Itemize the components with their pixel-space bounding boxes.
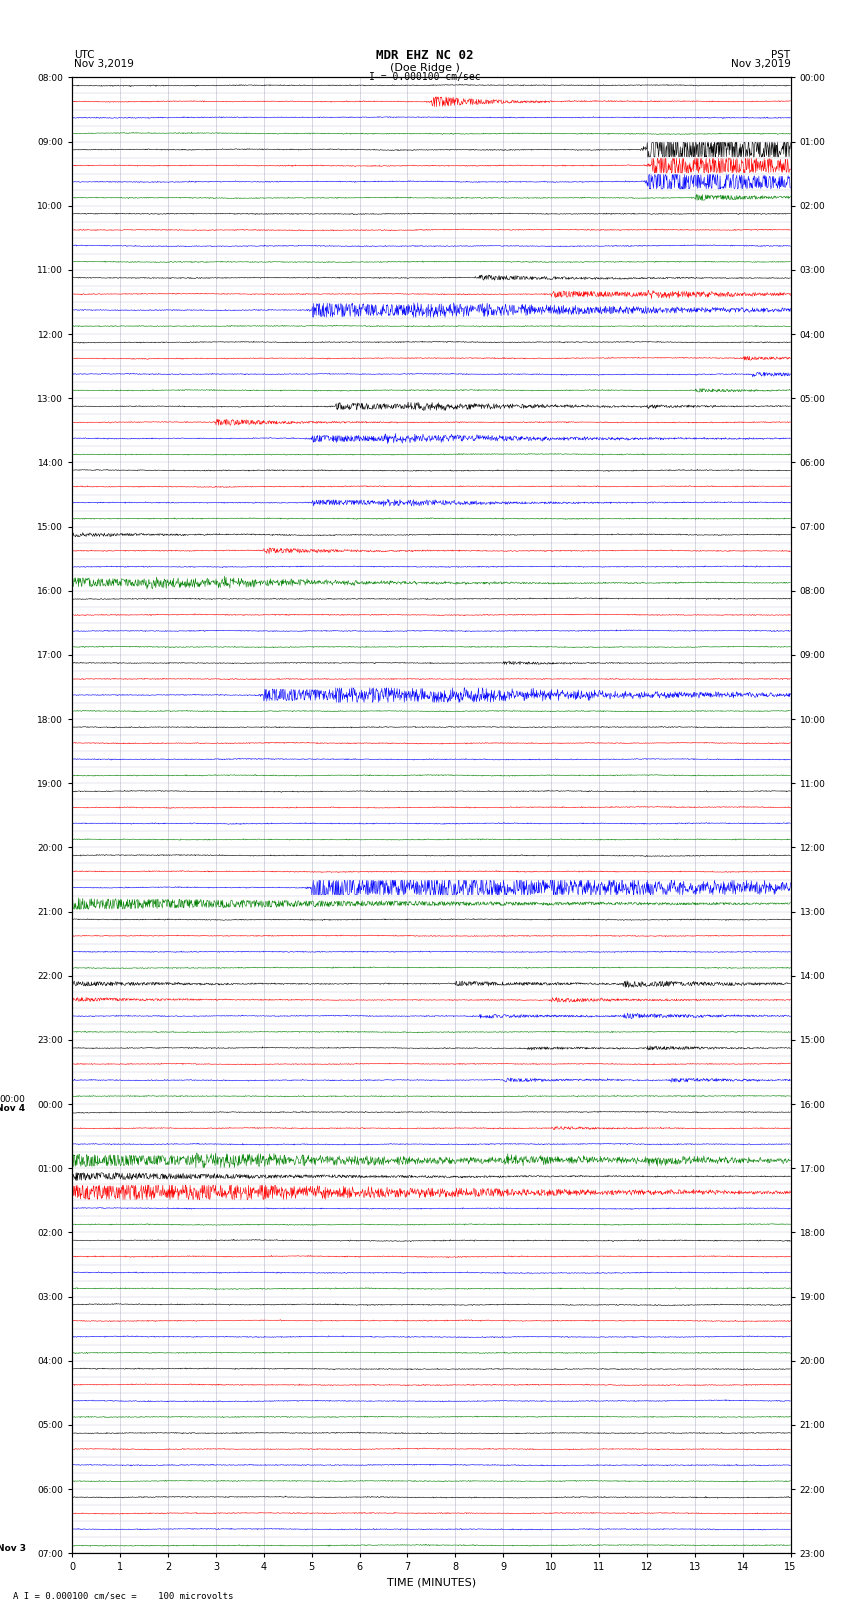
Text: I = 0.000100 cm/sec: I = 0.000100 cm/sec (369, 73, 481, 82)
Text: Nov 3,2019: Nov 3,2019 (74, 60, 133, 69)
Text: (Doe Ridge ): (Doe Ridge ) (390, 63, 460, 73)
Text: 00:00: 00:00 (0, 1095, 26, 1105)
X-axis label: TIME (MINUTES): TIME (MINUTES) (387, 1578, 476, 1587)
Text: UTC: UTC (74, 50, 94, 60)
Text: Nov 3: Nov 3 (0, 1544, 26, 1553)
Text: A I = 0.000100 cm/sec =    100 microvolts: A I = 0.000100 cm/sec = 100 microvolts (13, 1590, 233, 1600)
Text: PST: PST (772, 50, 791, 60)
Text: MDR EHZ NC 02: MDR EHZ NC 02 (377, 48, 473, 63)
Text: Nov 4: Nov 4 (0, 1105, 26, 1124)
Text: Nov 3,2019: Nov 3,2019 (731, 60, 790, 69)
